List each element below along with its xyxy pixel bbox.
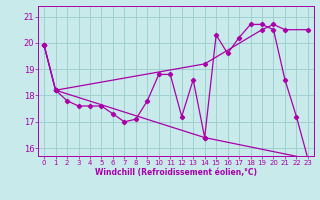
- X-axis label: Windchill (Refroidissement éolien,°C): Windchill (Refroidissement éolien,°C): [95, 168, 257, 177]
